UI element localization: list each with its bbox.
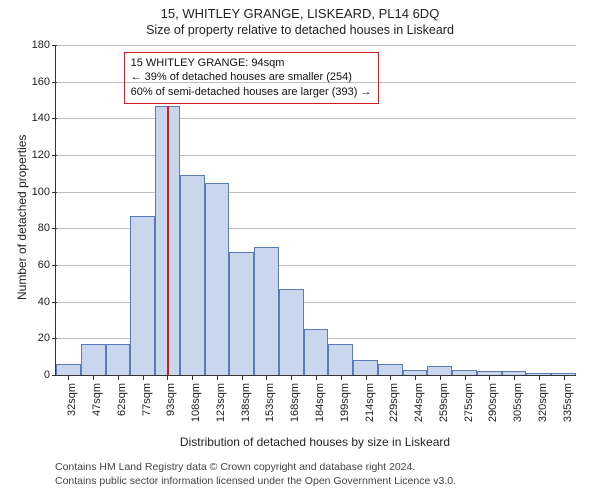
x-tick-mark [341,375,342,380]
x-tick-label: 62sqm [114,383,128,416]
footer: Contains HM Land Registry data © Crown c… [55,460,456,488]
histogram-bar [304,329,329,375]
x-tick-label: 290sqm [485,383,499,422]
x-tick-mark [415,375,416,380]
gridline [56,118,576,119]
x-tick-label: 305sqm [510,383,524,422]
x-tick-mark [514,375,515,380]
x-tick-mark [440,375,441,380]
gridline [56,155,576,156]
x-tick-mark [167,375,168,380]
x-tick-mark [192,375,193,380]
y-tick-label: 60 [38,259,56,271]
histogram-bar [328,344,353,375]
histogram-bar [180,175,205,375]
y-tick-label: 0 [44,369,56,381]
y-tick-label: 20 [38,332,56,344]
y-axis-label: Number of detached properties [15,135,29,300]
x-tick-mark [242,375,243,380]
x-tick-mark [539,375,540,380]
x-tick-mark [93,375,94,380]
x-tick-label: 138sqm [238,383,252,422]
y-tick-label: 100 [32,186,56,198]
annotation-box: 15 WHITLEY GRANGE: 94sqm← 39% of detache… [124,52,379,105]
x-tick-mark [489,375,490,380]
annotation-line: ← 39% of detached houses are smaller (25… [131,70,372,85]
x-tick-label: 108sqm [188,383,202,422]
x-tick-mark [316,375,317,380]
histogram-bar [353,360,378,375]
x-tick-label: 77sqm [139,383,153,416]
histogram-bar [81,344,106,375]
x-tick-mark [143,375,144,380]
page-title: 15, WHITLEY GRANGE, LISKEARD, PL14 6DQ [0,0,600,21]
histogram-bar [205,183,230,376]
x-tick-label: 123sqm [213,383,227,422]
y-tick-label: 40 [38,296,56,308]
x-tick-label: 199sqm [337,383,351,422]
annotation-line: 15 WHITLEY GRANGE: 94sqm [131,56,372,71]
histogram-bar [254,247,279,375]
reference-marker-line [167,106,169,376]
histogram-bar [130,216,155,376]
x-tick-mark [217,375,218,380]
histogram-bar [378,364,403,375]
chart-container: 15, WHITLEY GRANGE, LISKEARD, PL14 6DQ S… [0,0,600,500]
x-tick-label: 259sqm [436,383,450,422]
x-tick-mark [291,375,292,380]
x-tick-label: 32sqm [64,383,78,416]
x-tick-label: 47sqm [89,383,103,416]
plot-wrap: 02040608010012014016018032sqm47sqm62sqm7… [55,45,575,375]
x-tick-label: 229sqm [386,383,400,422]
histogram-bar [106,344,131,375]
x-tick-mark [118,375,119,380]
gridline [56,45,576,46]
x-tick-label: 335sqm [560,383,574,422]
footer-line-2: Contains public sector information licen… [55,474,456,488]
histogram-bar [229,252,254,375]
x-tick-mark [266,375,267,380]
x-tick-label: 214sqm [362,383,376,422]
y-tick-label: 80 [38,222,56,234]
x-tick-mark [68,375,69,380]
x-tick-label: 184sqm [312,383,326,422]
histogram-bar [427,366,452,375]
x-tick-label: 320sqm [535,383,549,422]
x-tick-mark [564,375,565,380]
x-tick-label: 244sqm [411,383,425,422]
y-tick-label: 120 [32,149,56,161]
plot-area: 02040608010012014016018032sqm47sqm62sqm7… [55,45,576,376]
y-tick-label: 140 [32,112,56,124]
x-tick-mark [366,375,367,380]
x-tick-label: 153sqm [262,383,276,422]
annotation-line: 60% of semi-detached houses are larger (… [131,85,372,100]
y-tick-label: 180 [32,39,56,51]
y-tick-label: 160 [32,76,56,88]
gridline [56,192,576,193]
x-tick-label: 275sqm [461,383,475,422]
histogram-bar [56,364,81,375]
x-axis-label: Distribution of detached houses by size … [55,435,575,449]
x-tick-mark [390,375,391,380]
histogram-bar [279,289,304,375]
page-subtitle: Size of property relative to detached ho… [0,21,600,37]
x-tick-label: 93sqm [163,383,177,416]
x-tick-mark [465,375,466,380]
footer-line-1: Contains HM Land Registry data © Crown c… [55,460,456,474]
x-tick-label: 168sqm [287,383,301,422]
